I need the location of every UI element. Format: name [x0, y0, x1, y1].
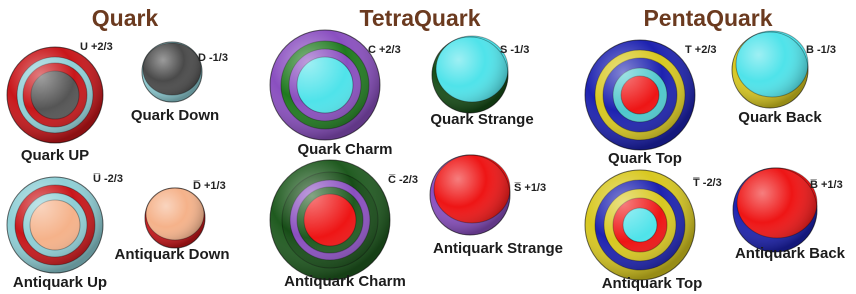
particle-name: Quark Charm [297, 141, 392, 158]
charge-label: S̅ +1/3 [514, 182, 546, 194]
sphere [142, 42, 202, 102]
charge-label: D̅ +1/3 [193, 180, 226, 192]
particle-name: Quark Strange [430, 111, 533, 128]
sphere [270, 30, 380, 140]
particle-name: Quark Down [131, 107, 219, 124]
sphere [270, 160, 390, 280]
sphere [7, 47, 103, 143]
group-title: TetraQuark [359, 5, 480, 31]
charge-label: S -1/3 [500, 44, 529, 56]
particle-name: Quark Back [738, 109, 822, 126]
sphere [585, 170, 695, 280]
particle-name: Quark UP [21, 147, 89, 164]
group-title: PentaQuark [643, 5, 772, 31]
particle-name: Quark Top [608, 150, 682, 167]
charge-label: U̅ -2/3 [93, 173, 123, 185]
charge-label: C̅ -2/3 [388, 174, 418, 186]
sphere [432, 36, 508, 113]
quark-diagram: Quark TetraQuark PentaQuark U +2/3 Quark… [0, 0, 856, 294]
charge-label: U +2/3 [80, 41, 113, 53]
sphere [430, 155, 510, 235]
particle-name: Antiquark Charm [284, 273, 406, 290]
charge-label: T +2/3 [685, 44, 717, 56]
particle-name: Antiquark Up [13, 274, 107, 291]
sphere [732, 31, 808, 108]
charge-label: C +2/3 [368, 44, 401, 56]
particle-name: Antiquark Down [115, 246, 230, 263]
charge-label: D -1/3 [198, 52, 228, 64]
charge-label: B -1/3 [806, 44, 836, 56]
sphere [7, 177, 103, 273]
sphere [585, 40, 695, 150]
sphere [145, 188, 205, 248]
particle-name: Antiquark Back [735, 245, 846, 262]
particle-name: Antiquark Strange [433, 240, 563, 257]
charge-label: T̅ -2/3 [692, 177, 721, 189]
group-title: Quark [92, 5, 159, 31]
sphere [733, 168, 817, 252]
charge-label: B̅ +1/3 [810, 179, 843, 191]
particle-name: Antiquark Top [602, 275, 703, 292]
